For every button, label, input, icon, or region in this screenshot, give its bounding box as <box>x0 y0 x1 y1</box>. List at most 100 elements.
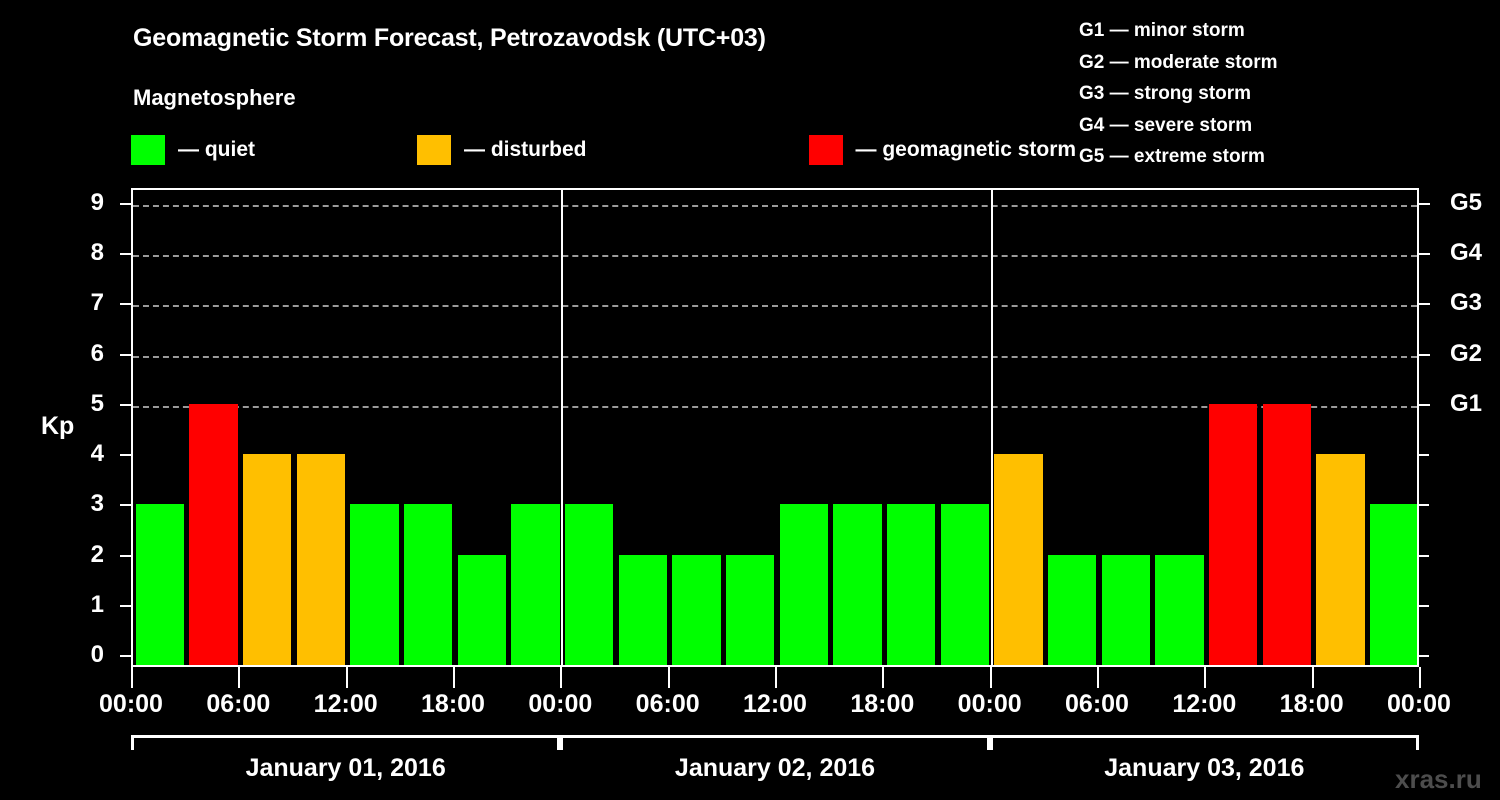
x-tick-mark <box>1419 667 1421 688</box>
y-tick-mark <box>120 203 131 205</box>
x-tick-label: 00:00 <box>957 690 1022 718</box>
bar <box>242 454 292 665</box>
x-tick-mark <box>238 667 241 688</box>
bars-layer <box>133 190 1417 665</box>
bar <box>725 554 775 665</box>
y-tick-label: 4 <box>90 440 104 468</box>
plot-area <box>131 188 1419 667</box>
x-tick-mark <box>1311 667 1314 688</box>
g-scale-tick-mark <box>1419 303 1430 306</box>
legend-item-label: — disturbed <box>464 138 587 161</box>
y-tick-label: 6 <box>90 339 104 367</box>
x-tick-mark <box>453 667 455 688</box>
bar <box>189 403 238 665</box>
storm-scale-line: G4 — severe storm <box>1079 114 1253 136</box>
right-minor-tick <box>1419 554 1429 557</box>
x-tick-mark <box>131 667 133 688</box>
right-minor-tick <box>1419 604 1429 607</box>
day-label: January 03, 2016 <box>1104 754 1305 782</box>
bar <box>350 504 399 665</box>
bar <box>940 504 990 665</box>
x-tick-label: 00:00 <box>99 690 163 718</box>
storm-scale-line: G3 — strong storm <box>1079 83 1252 104</box>
y-tick-mark <box>120 454 131 457</box>
day-bracket <box>131 735 561 750</box>
green-square-icon <box>131 135 165 165</box>
day-label: January 01, 2016 <box>245 754 446 782</box>
orange-square-icon <box>417 135 451 165</box>
y-tick-label: 1 <box>90 590 104 618</box>
y-tick-mark <box>120 655 131 657</box>
g-scale-tick-label: G5 <box>1450 189 1483 216</box>
y-tick-mark <box>120 303 131 306</box>
right-minor-tick <box>1419 454 1429 457</box>
y-tick-mark <box>120 604 131 607</box>
color-legend: — quiet — disturbed — geomagnetic storm <box>131 134 1076 166</box>
x-tick-label: 18:00 <box>421 690 485 718</box>
gridline <box>133 355 1417 358</box>
x-tick-label: 00:00 <box>528 690 593 718</box>
page-title: Geomagnetic Storm Forecast, Petrozavodsk… <box>133 24 766 52</box>
bar <box>403 504 453 665</box>
bar <box>1047 554 1097 665</box>
y-tick-mark <box>120 353 131 356</box>
g-scale-tick-label: G2 <box>1450 339 1483 367</box>
bar <box>1369 504 1417 665</box>
x-tick-mark <box>882 667 885 688</box>
x-tick-label: 12:00 <box>1172 690 1237 718</box>
y-tick-label: 7 <box>90 289 104 317</box>
bar <box>1101 554 1151 665</box>
x-tick-mark <box>775 667 777 688</box>
y-tick-label: 3 <box>90 490 104 518</box>
y-tick-label: 0 <box>90 641 104 668</box>
bar <box>564 504 614 665</box>
storm-scale-line: G1 — minor storm <box>1079 20 1245 41</box>
legend-item-label: — geomagnetic storm <box>855 138 1077 161</box>
bar <box>296 454 346 665</box>
legend-item: — geomagnetic storm <box>808 135 1077 165</box>
bar <box>833 504 882 665</box>
right-minor-tick <box>1419 655 1429 657</box>
day-label: January 02, 2016 <box>674 754 876 782</box>
bar <box>457 554 507 665</box>
x-tick-mark <box>989 667 992 688</box>
y-tick-mark <box>120 253 131 256</box>
gridline <box>133 255 1417 258</box>
x-tick-label: 06:00 <box>1065 690 1129 718</box>
right-minor-tick <box>1419 504 1429 507</box>
day-separator <box>990 190 993 665</box>
gridline <box>133 305 1417 308</box>
g-scale-tick-mark <box>1419 203 1430 205</box>
bar <box>672 554 721 665</box>
x-tick-label: 18:00 <box>850 690 915 718</box>
x-tick-label: 06:00 <box>206 690 271 718</box>
bar <box>511 504 560 665</box>
bar <box>886 504 936 665</box>
g-scale-tick-mark <box>1419 253 1430 256</box>
legend-item-label: — quiet <box>178 138 255 161</box>
y-tick-label: 5 <box>90 389 104 417</box>
watermark: xras.ru <box>1395 764 1482 794</box>
red-square-icon <box>808 135 843 165</box>
g-scale-tick-mark <box>1419 353 1430 356</box>
legend-item: — disturbed <box>417 135 587 165</box>
g-scale-tick-label: G4 <box>1450 239 1483 267</box>
day-bracket <box>560 735 990 750</box>
y-axis-title: Kp <box>41 412 75 440</box>
x-tick-mark <box>345 667 348 688</box>
legend-item: — quiet <box>131 135 255 165</box>
g-scale-tick-mark <box>1419 403 1430 406</box>
chart-subtitle: Magnetosphere <box>133 85 296 110</box>
y-tick-mark <box>120 504 131 507</box>
gridline <box>133 405 1417 408</box>
g-scale-tick-label: G3 <box>1450 289 1483 317</box>
x-tick-label: 18:00 <box>1279 690 1344 718</box>
bar <box>1155 554 1204 665</box>
g-scale-tick-label: G1 <box>1450 389 1483 417</box>
storm-scale-legend: G1 — minor storm G2 — moderate storm G3 — … <box>1079 15 1479 173</box>
bar <box>1262 403 1312 665</box>
storm-scale-line: G2 — moderate storm <box>1079 51 1278 73</box>
x-tick-label: 12:00 <box>313 690 378 718</box>
x-tick-label: 06:00 <box>635 690 700 718</box>
